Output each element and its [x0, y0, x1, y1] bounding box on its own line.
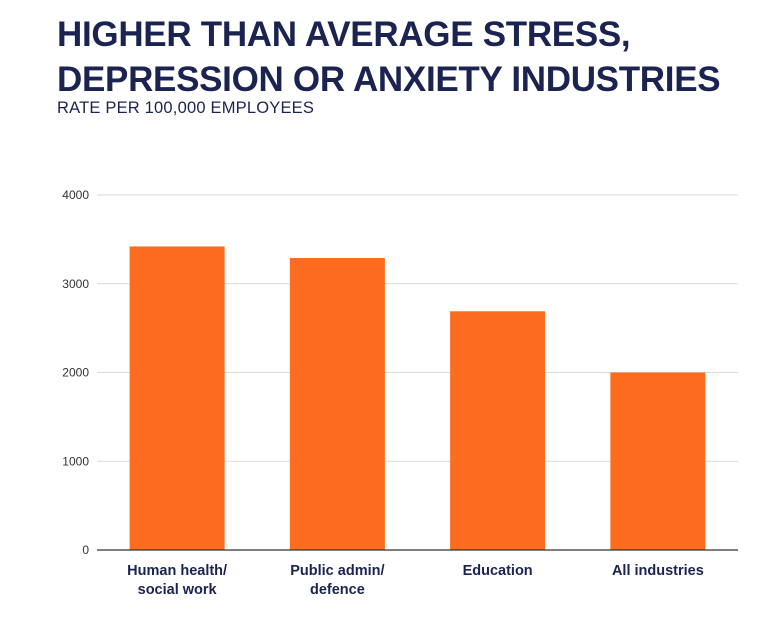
chart-subtitle: RATE PER 100,000 EMPLOYEES	[57, 99, 315, 117]
y-tick-label: 1000	[62, 454, 89, 468]
y-tick-label: 4000	[62, 188, 89, 202]
chart-title-line-2: DEPRESSION OR ANXIETY INDUSTRIES	[57, 60, 721, 99]
bar	[129, 246, 225, 550]
bar	[289, 258, 385, 550]
y-tick-label: 0	[82, 543, 89, 557]
chart-title: HIGHER THAN AVERAGE STRESS, DEPRESSION O…	[57, 12, 721, 102]
bar	[610, 372, 706, 550]
bar	[450, 311, 546, 550]
x-category-label: Public admin/defence	[290, 563, 384, 598]
y-tick-label: 3000	[62, 277, 89, 291]
x-category-label: Human health/social work	[127, 563, 227, 598]
x-category-label: Education	[463, 563, 533, 579]
chart-title-line-1: HIGHER THAN AVERAGE STRESS,	[57, 15, 631, 54]
bars	[129, 246, 706, 550]
axes: 0 1000 2000 3000 4000	[62, 188, 738, 557]
x-category-label: All industries	[612, 563, 704, 579]
y-tick-label: 2000	[62, 366, 89, 380]
category-labels: Human health/social work Public admin/def…	[127, 563, 704, 598]
